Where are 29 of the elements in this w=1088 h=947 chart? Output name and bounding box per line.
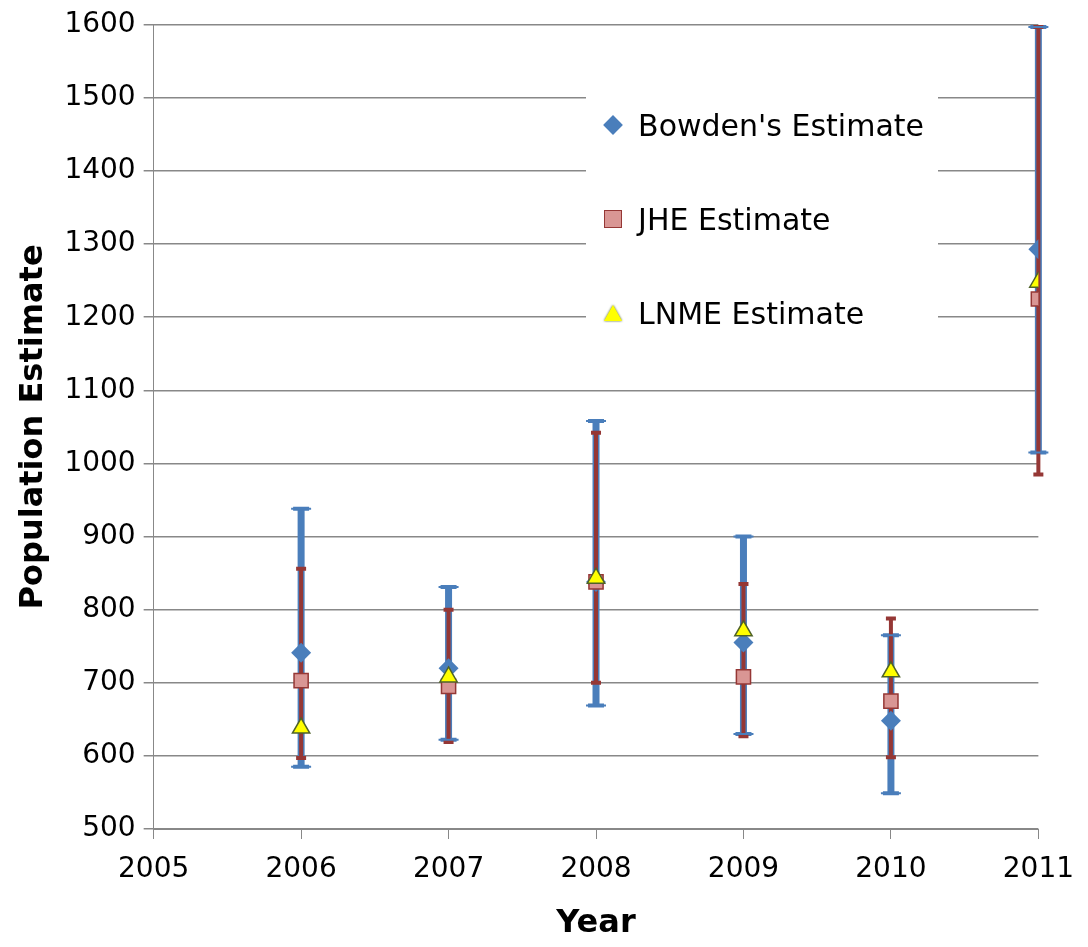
legend-label: JHE Estimate <box>638 201 831 237</box>
y-tick-label: 700 <box>82 664 136 698</box>
x-tick-label: 2008 <box>560 851 632 885</box>
legend-label: Bowden's Estimate <box>638 107 924 143</box>
y-tick-label: 900 <box>82 517 136 551</box>
y-tick-label: 1200 <box>64 298 136 332</box>
x-tick-label: 2006 <box>265 851 337 885</box>
x-tick-label: 2009 <box>707 851 780 885</box>
x-tick-label: 2005 <box>118 851 190 885</box>
y-tick-label: 500 <box>82 810 136 844</box>
y-tick-label: 1300 <box>64 225 136 259</box>
y-tick-label: 1400 <box>64 152 136 186</box>
x-tick-label: 2007 <box>412 851 485 885</box>
legend-label: LNME Estimate <box>638 295 865 331</box>
y-tick-label: 1100 <box>64 371 136 405</box>
point <box>293 672 309 689</box>
y-axis-title: Population Estimate <box>11 244 50 610</box>
y-tick-label: 600 <box>82 737 136 771</box>
y-tick-label: 800 <box>82 590 136 624</box>
point <box>735 669 752 685</box>
y-tick-label: 1000 <box>64 444 136 478</box>
x-tick-label: 2010 <box>855 851 927 885</box>
point <box>880 710 901 731</box>
y-tick-label: 1600 <box>64 6 136 40</box>
x-tick-label: 2011 <box>1002 851 1074 885</box>
point <box>883 693 899 709</box>
x-axis-title: Year <box>555 902 636 941</box>
point <box>291 642 312 663</box>
y-tick-label: 1500 <box>64 79 136 113</box>
